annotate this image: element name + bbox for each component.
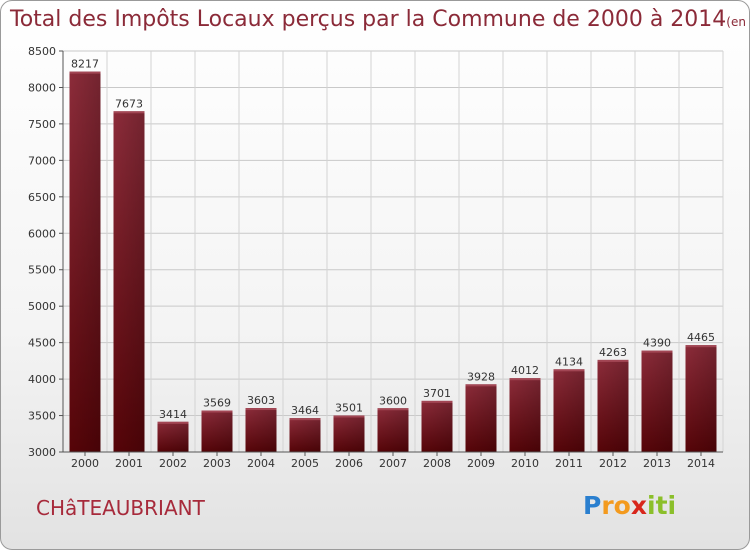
bar-shade — [289, 418, 321, 452]
y-tick-label: 8000 — [28, 81, 56, 94]
x-tick-label: 2005 — [291, 457, 319, 470]
bar-shade — [201, 410, 233, 452]
y-tick-label: 5000 — [28, 300, 56, 313]
bar-top — [685, 345, 717, 348]
x-tick-label: 2008 — [423, 457, 451, 470]
bar-top — [245, 408, 277, 411]
y-tick-label: 6500 — [28, 191, 56, 204]
bar-top — [333, 415, 365, 418]
bar-shade — [685, 345, 717, 452]
x-tick-label: 2000 — [71, 457, 99, 470]
y-tick-label: 7500 — [28, 118, 56, 131]
x-tick-label: 2002 — [159, 457, 187, 470]
data-label: 3414 — [159, 408, 187, 421]
bar-top — [157, 421, 189, 424]
data-label: 4134 — [555, 355, 583, 368]
x-tick-label: 2010 — [511, 457, 539, 470]
bar-shade — [465, 384, 497, 452]
data-label: 4390 — [643, 337, 671, 350]
data-label: 4465 — [687, 331, 715, 344]
bar-shade — [113, 111, 145, 453]
bar-top — [553, 369, 585, 372]
bar-top — [113, 111, 145, 114]
x-tick-label: 2007 — [379, 457, 407, 470]
x-tick-label: 2012 — [599, 457, 627, 470]
x-tick-label: 2003 — [203, 457, 231, 470]
data-label: 7673 — [115, 97, 143, 110]
bar-shade — [333, 415, 365, 452]
x-tick-label: 2004 — [247, 457, 275, 470]
data-label: 3701 — [423, 387, 451, 400]
data-label: 3501 — [335, 401, 363, 414]
x-tick-label: 2013 — [643, 457, 671, 470]
x-tick-label: 2009 — [467, 457, 495, 470]
logo-letter: t — [655, 491, 668, 520]
y-tick-label: 4000 — [28, 373, 56, 386]
x-tick-label: 2014 — [687, 457, 715, 470]
bar-top — [597, 359, 629, 362]
logo-letter: i — [667, 491, 677, 520]
bar-top — [465, 384, 497, 387]
bar-top — [289, 418, 321, 421]
title-text: Total des Impôts Locaux perçus par la Co… — [10, 7, 727, 32]
x-tick-label: 2011 — [555, 457, 583, 470]
proxiti-logo: Proxiti — [583, 491, 676, 520]
bar-shade — [553, 369, 585, 452]
data-label: 3464 — [291, 404, 319, 417]
y-tick-label: 7000 — [28, 154, 56, 167]
bar-top — [69, 71, 101, 74]
x-tick-label: 2001 — [115, 457, 143, 470]
logo-letter: P — [583, 491, 602, 520]
bar-shade — [509, 378, 541, 452]
bar-shade — [377, 408, 409, 452]
bar-shade — [157, 421, 189, 452]
data-label: 3569 — [203, 397, 231, 410]
data-label: 8217 — [71, 58, 99, 71]
bar-shade — [597, 359, 629, 452]
logo-letter: i — [647, 491, 656, 520]
bar-shade — [641, 350, 673, 452]
y-tick-label: 3500 — [28, 410, 56, 423]
data-label: 4263 — [599, 346, 627, 359]
data-label: 4012 — [511, 364, 539, 377]
logo-letter: r — [601, 491, 614, 520]
data-label: 3603 — [247, 394, 275, 407]
y-tick-label: 4500 — [28, 337, 56, 350]
y-tick-label: 5500 — [28, 264, 56, 277]
bar-top — [641, 350, 673, 353]
x-tick-label: 2006 — [335, 457, 363, 470]
bar-top — [421, 400, 453, 403]
y-tick-label: 8500 — [28, 45, 56, 58]
logo-letter: o — [613, 491, 631, 520]
commune-name: CHâTEAUBRIANT — [36, 496, 205, 520]
bar-shade — [245, 408, 277, 452]
bar-shade — [69, 71, 101, 452]
data-label: 3928 — [467, 370, 495, 383]
chart-title: Total des Impôts Locaux perçus par la Co… — [10, 7, 749, 32]
bar-top — [201, 410, 233, 413]
logo-letter: x — [630, 491, 647, 520]
y-tick-label: 6000 — [28, 227, 56, 240]
y-tick-label: 3000 — [28, 446, 56, 459]
data-label: 3600 — [379, 394, 407, 407]
bar-shade — [421, 400, 453, 452]
title-unit: (en milliers d'€) — [726, 15, 749, 29]
bar-top — [509, 378, 541, 381]
bar-top — [377, 408, 409, 411]
